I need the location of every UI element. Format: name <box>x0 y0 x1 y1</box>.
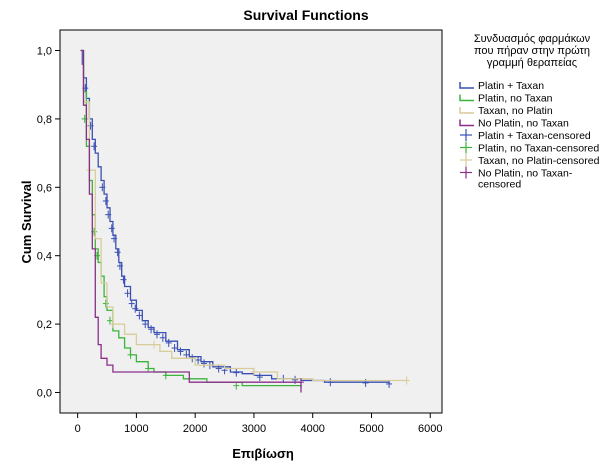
legend-box <box>454 28 608 193</box>
censor-mark-2 <box>151 340 158 349</box>
censor-mark-1 <box>233 381 240 390</box>
legend-entry-5: Platin, no Taxan-censored <box>460 141 599 155</box>
censor-mark-1 <box>106 316 113 325</box>
censor-mark-0 <box>124 289 131 298</box>
censor-mark-0 <box>116 261 123 270</box>
censor-mark-0 <box>111 234 118 243</box>
legend-label: Platin + Taxan-censored <box>478 130 591 142</box>
censor-mark-2 <box>250 367 257 376</box>
censor-mark-0 <box>114 248 121 257</box>
x-tick-label: 0 <box>75 423 81 435</box>
censor-mark-0 <box>87 121 94 130</box>
censor-mark-1 <box>162 371 169 380</box>
censor-mark-0 <box>91 142 98 151</box>
legend-label: Platin + Taxan <box>478 80 544 92</box>
censor-mark-0 <box>108 224 115 233</box>
censor-mark-1 <box>145 364 152 373</box>
legend-label: Platin, no Taxan <box>478 93 553 105</box>
legend-label: No Platin, no Taxan <box>478 118 569 130</box>
censor-mark-0 <box>327 378 334 387</box>
series-layer <box>80 49 410 393</box>
legend-title-line: γραμμή θεραπείας <box>487 57 577 69</box>
x-axis-label: Επιβίωση <box>232 446 294 461</box>
censor-mark-0 <box>142 320 149 329</box>
series-line-0 <box>80 49 390 384</box>
legend-swatch <box>459 119 474 127</box>
censor-mark-0 <box>165 338 172 347</box>
legend-entry-3: No Platin, no Taxan <box>459 118 569 130</box>
censor-mark-0 <box>215 364 222 373</box>
ticks-layer: 0 1000 2000 3000 4000 5000 6000 0,0 0,2 0,4 0,6 0,8… <box>37 46 443 435</box>
legend-entry-0: Platin + Taxan <box>459 80 544 92</box>
plot-area <box>59 29 443 414</box>
censor-mark-0 <box>148 325 155 334</box>
series-line-3 <box>80 49 302 393</box>
censor-mark-0 <box>177 347 184 356</box>
legend-entry-6: Taxan, no Platin-censored <box>460 154 600 167</box>
legend-label: No Platin, no Taxan- <box>478 168 573 180</box>
censor-mark-0 <box>132 304 139 313</box>
censor-mark-1 <box>127 350 134 359</box>
censor-mark-0 <box>386 379 393 388</box>
censor-mark-0 <box>136 311 143 320</box>
censor-mark-0 <box>102 196 109 205</box>
chart-title: Survival Functions <box>243 7 368 23</box>
censor-mark-0 <box>99 183 106 192</box>
legend-title-line: που πήραν στην πρώτη <box>474 45 590 57</box>
legend-title-line: Συνδυασμός φαρμάκων <box>474 33 591 45</box>
legend-label: Taxan, no Platin <box>478 105 553 117</box>
legend-label: Platin, no Taxan-censored <box>478 143 599 155</box>
legend-entry-1: Platin, no Taxan <box>459 93 553 105</box>
censor-mark-2 <box>109 320 116 329</box>
legend-swatch <box>459 107 474 114</box>
legend-swatch <box>459 82 474 89</box>
censor-mark-0 <box>105 210 112 219</box>
x-tick-label: 1000 <box>124 423 148 435</box>
censor-mark-0 <box>153 330 160 339</box>
series-line-1 <box>80 49 302 388</box>
x-tick-label: 3000 <box>242 423 266 435</box>
censor-mark-0 <box>256 373 263 382</box>
y-axis-label: Cum Survival <box>19 180 34 263</box>
censor-mark-1 <box>102 299 109 308</box>
legend-swatch <box>459 94 474 102</box>
censor-mark-0 <box>233 368 240 377</box>
x-tick-label: 5000 <box>359 423 383 435</box>
y-tick-label: 0,8 <box>37 114 52 126</box>
censor-mark-0 <box>200 359 207 368</box>
y-tick-label: 0,6 <box>37 182 52 194</box>
x-tick-label: 2000 <box>183 423 207 435</box>
y-tick-label: 0,0 <box>37 387 52 399</box>
legend-entry-4: Platin + Taxan-censored <box>460 129 591 142</box>
y-tick-label: 1,0 <box>37 46 52 58</box>
legend-label: censored <box>478 179 521 191</box>
censor-mark-0 <box>120 275 127 284</box>
x-tick-label: 6000 <box>418 423 442 435</box>
y-tick-label: 0,4 <box>37 251 52 263</box>
censor-mark-0 <box>183 350 190 359</box>
legend-entry-7: No Platin, no Taxan-censored <box>460 166 573 191</box>
censor-mark-0 <box>195 355 202 364</box>
censor-mark-3 <box>297 378 304 387</box>
censor-mark-0 <box>171 344 178 353</box>
y-tick-label: 0,2 <box>37 319 52 331</box>
legend-label: Taxan, no Platin-censored <box>478 155 600 167</box>
censor-mark-0 <box>159 333 166 342</box>
legend-entry-2: Taxan, no Platin <box>459 105 553 117</box>
x-tick-label: 4000 <box>300 423 324 435</box>
censor-mark-2 <box>403 376 410 385</box>
censor-mark-0 <box>128 299 135 308</box>
